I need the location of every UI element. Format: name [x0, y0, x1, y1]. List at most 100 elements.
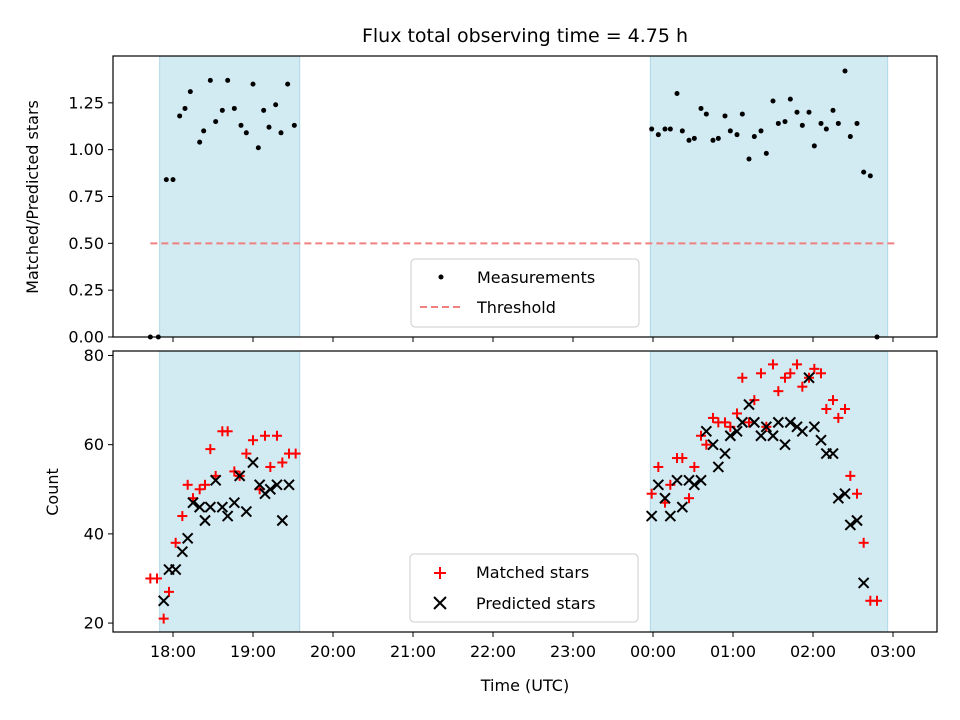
predicted-star-point: [755, 430, 767, 442]
xtick-label: 20:00: [310, 642, 356, 661]
predicted-star-point: [779, 438, 791, 451]
counts-layer: [145, 359, 882, 624]
bottom-legend: Matched stars Predicted stars: [409, 553, 639, 623]
bottom-ytick-label: 40: [84, 524, 104, 543]
matched-star-point: [653, 461, 664, 472]
bottom-x-ticks: 18:00 19:00 20:00 21:00 22:00 23:00 00:00 01:00…: [150, 632, 916, 661]
x-axis-label: Time (UTC): [480, 676, 569, 695]
predicted-star-point: [204, 501, 217, 513]
predicted-star-point: [719, 447, 731, 460]
predicted-star-point: [767, 430, 779, 442]
matched-star-point: [170, 537, 181, 548]
predicted-star-point: [187, 496, 199, 509]
xtick-label: 00:00: [630, 642, 676, 661]
predicted-star-point: [176, 546, 189, 558]
predicted-star-point: [803, 372, 815, 384]
measurement-point: [225, 77, 231, 83]
bottom-axes-frame: [112, 350, 938, 633]
matched-star-point: [797, 381, 808, 392]
measurement-point: [182, 105, 188, 111]
measurement-point: [266, 124, 272, 130]
bottom-ytick-label: 80: [84, 346, 104, 365]
predicted-star-point: [264, 483, 277, 495]
measurement-point: [170, 177, 176, 183]
predicted-star-point: [808, 421, 821, 433]
matched-star-point: [732, 408, 742, 419]
measurement-point: [751, 134, 757, 140]
predicted-star-point: [664, 510, 677, 522]
matched-star-point: [708, 412, 718, 423]
legend-matched-label: Matched stars: [476, 563, 589, 582]
measurement-point: [770, 98, 776, 104]
predicted-star-point: [671, 474, 683, 487]
predicted-star-point: [169, 563, 182, 576]
legend-measurements-label: Measurements: [477, 268, 595, 287]
matched-star-point: [646, 488, 657, 499]
bottom-y-ticks: 20 40 60 80: [84, 346, 113, 633]
top-ytick-label: 0.50: [68, 234, 104, 253]
measurement-point: [811, 143, 817, 149]
matched-star-point: [689, 461, 700, 472]
matched-star-point: [164, 586, 174, 597]
ratio-panel: 0.00 0.25 0.50 0.75 1.00 1.25 Flux total obse…: [23, 25, 938, 347]
predicted-star-point: [832, 492, 845, 504]
measurement-point: [787, 96, 793, 102]
measurement-point: [649, 126, 655, 132]
predicted-star-point: [181, 532, 194, 545]
matched-star-point: [152, 573, 162, 584]
matched-star-point: [852, 488, 862, 499]
bottom-ytick-label: 20: [84, 614, 104, 633]
predicted-star-point: [772, 416, 785, 429]
predicted-star-point: [193, 501, 206, 513]
top-ytick-label: 1.25: [68, 93, 104, 112]
matched-star-point: [241, 448, 252, 459]
predicted-star-point: [276, 514, 289, 527]
matched-star-point: [720, 417, 730, 428]
matched-star-point: [194, 484, 205, 495]
predicted-star-point: [247, 456, 259, 469]
legend-measurements-marker: [438, 274, 444, 280]
matched-star-point: [744, 417, 754, 428]
measurement-point: [674, 90, 680, 96]
measurement-point: [667, 126, 673, 132]
xtick-label: 19:00: [230, 642, 276, 661]
predicted-star-point: [233, 470, 246, 482]
predicted-star-point: [695, 474, 707, 487]
xtick-label: 02:00: [790, 642, 836, 661]
measurement-point: [177, 113, 183, 119]
predicted-star-point: [760, 421, 773, 433]
measurement-point: [691, 135, 697, 141]
measurement-point: [727, 128, 733, 134]
measurement-point: [679, 128, 685, 134]
predicted-star-point: [815, 434, 827, 446]
measurement-point: [261, 107, 267, 113]
predicted-star-point: [253, 479, 266, 491]
predicted-star-point: [827, 447, 839, 460]
predicted-star-point: [221, 510, 234, 522]
measurement-point: [734, 132, 740, 138]
predicted-star-point: [857, 577, 870, 589]
measurement-point: [285, 81, 291, 87]
measurement-point: [818, 120, 824, 126]
predicted-star-point: [271, 479, 283, 491]
matched-star-point: [272, 430, 282, 441]
measurement-point: [861, 169, 867, 175]
predicted-star-point: [676, 501, 689, 513]
measurement-point: [197, 139, 203, 145]
observing-window-2: [649, 55, 889, 338]
xtick-label: 18:00: [150, 642, 196, 661]
predicted-star-point: [851, 514, 863, 527]
predicted-star-point: [688, 479, 701, 491]
measurement-point: [799, 122, 805, 128]
measurement-point: [842, 68, 848, 74]
matched-star-point: [158, 613, 169, 624]
matched-star-point: [265, 461, 276, 472]
predicted-star-point: [659, 492, 671, 504]
predicted-star-point: [157, 595, 170, 607]
bottom-ytick-label: 60: [84, 435, 104, 454]
measurement-point: [722, 113, 728, 119]
xtick-label: 22:00: [470, 642, 516, 661]
measurement-point: [710, 137, 716, 143]
matched-star-point: [177, 511, 188, 522]
